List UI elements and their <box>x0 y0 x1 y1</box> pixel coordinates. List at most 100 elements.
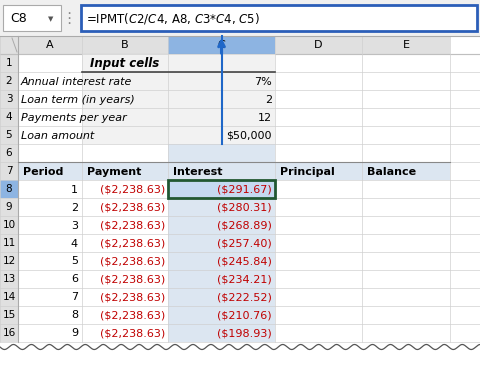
Bar <box>362 162 450 180</box>
Text: ($2,238.63): ($2,238.63) <box>100 185 165 195</box>
Bar <box>0 270 18 288</box>
Bar <box>275 54 362 72</box>
Text: A: A <box>46 40 54 50</box>
Bar <box>275 252 362 270</box>
Bar <box>168 126 275 144</box>
Bar <box>82 126 168 144</box>
Bar <box>275 288 362 306</box>
Text: 3: 3 <box>6 94 12 104</box>
Bar <box>362 144 450 162</box>
Bar <box>168 108 275 126</box>
Bar <box>81 5 477 31</box>
Bar <box>275 198 362 216</box>
Text: ($198.93): ($198.93) <box>217 329 272 339</box>
Text: C8: C8 <box>10 11 27 25</box>
Bar <box>18 72 82 90</box>
Bar <box>275 162 362 180</box>
Bar <box>0 36 18 54</box>
Bar <box>168 198 275 216</box>
Bar <box>168 252 275 270</box>
Text: 5: 5 <box>6 130 12 140</box>
Text: 11: 11 <box>2 238 16 248</box>
Bar <box>168 288 275 306</box>
Bar <box>275 270 362 288</box>
Text: ($2,238.63): ($2,238.63) <box>100 329 165 339</box>
Text: 7%: 7% <box>254 77 272 87</box>
Text: ($2,238.63): ($2,238.63) <box>100 239 165 249</box>
Bar <box>18 198 82 216</box>
Text: 8: 8 <box>6 184 12 194</box>
Bar <box>82 72 168 90</box>
Text: Balance: Balance <box>367 167 416 177</box>
Bar <box>168 216 275 234</box>
Text: ($245.84): ($245.84) <box>217 257 272 267</box>
Text: 4: 4 <box>71 239 78 249</box>
Bar <box>168 36 275 54</box>
Text: Period: Period <box>23 167 63 177</box>
Text: 16: 16 <box>2 328 16 338</box>
Bar <box>168 90 275 108</box>
Bar <box>168 324 275 342</box>
Bar <box>275 144 362 162</box>
Bar <box>275 162 362 180</box>
Bar <box>362 198 450 216</box>
Bar <box>0 252 18 270</box>
Bar <box>362 90 450 108</box>
Bar <box>362 108 450 126</box>
Text: 7: 7 <box>6 166 12 176</box>
Text: 2: 2 <box>6 76 12 86</box>
Bar <box>18 162 82 180</box>
Bar <box>82 270 168 288</box>
Bar <box>18 324 82 342</box>
Text: 1: 1 <box>71 185 78 195</box>
Text: Interest: Interest <box>173 167 223 177</box>
Bar <box>275 234 362 252</box>
Bar <box>168 90 275 108</box>
Text: 12: 12 <box>2 256 16 266</box>
Text: ($291.67): ($291.67) <box>217 185 272 195</box>
Bar <box>0 90 18 108</box>
Text: ($280.31): ($280.31) <box>217 203 272 213</box>
Bar <box>18 270 82 288</box>
Bar <box>82 180 168 198</box>
Bar <box>168 108 275 126</box>
Bar <box>362 270 450 288</box>
Text: B: B <box>121 40 129 50</box>
Bar <box>0 162 18 180</box>
Text: Loan term (in years): Loan term (in years) <box>21 95 135 105</box>
Bar <box>168 126 275 144</box>
Bar <box>3 5 61 31</box>
Bar <box>82 126 168 144</box>
Text: 4: 4 <box>6 112 12 122</box>
Text: 6: 6 <box>6 148 12 158</box>
Bar <box>168 306 275 324</box>
Text: 6: 6 <box>71 275 78 285</box>
Bar <box>275 324 362 342</box>
Bar <box>362 126 450 144</box>
Bar <box>82 144 168 162</box>
Text: 3: 3 <box>71 221 78 231</box>
Text: D: D <box>314 40 323 50</box>
Bar <box>82 54 168 72</box>
Bar <box>362 252 450 270</box>
Text: $50,000: $50,000 <box>227 131 272 141</box>
Bar <box>0 108 18 126</box>
Bar <box>168 54 275 72</box>
Bar <box>362 162 450 180</box>
Bar <box>168 324 275 342</box>
Bar <box>168 234 275 252</box>
Text: 10: 10 <box>2 220 15 230</box>
Bar <box>0 306 18 324</box>
Text: ▼: ▼ <box>48 16 54 22</box>
Bar <box>82 288 168 306</box>
Bar <box>18 108 82 126</box>
Text: ($2,238.63): ($2,238.63) <box>100 203 165 213</box>
Bar <box>82 36 168 54</box>
Bar <box>18 252 82 270</box>
Text: 5: 5 <box>71 257 78 267</box>
Bar <box>0 234 18 252</box>
Bar <box>82 234 168 252</box>
Bar <box>275 180 362 198</box>
Bar <box>18 126 82 144</box>
Bar <box>168 144 275 162</box>
